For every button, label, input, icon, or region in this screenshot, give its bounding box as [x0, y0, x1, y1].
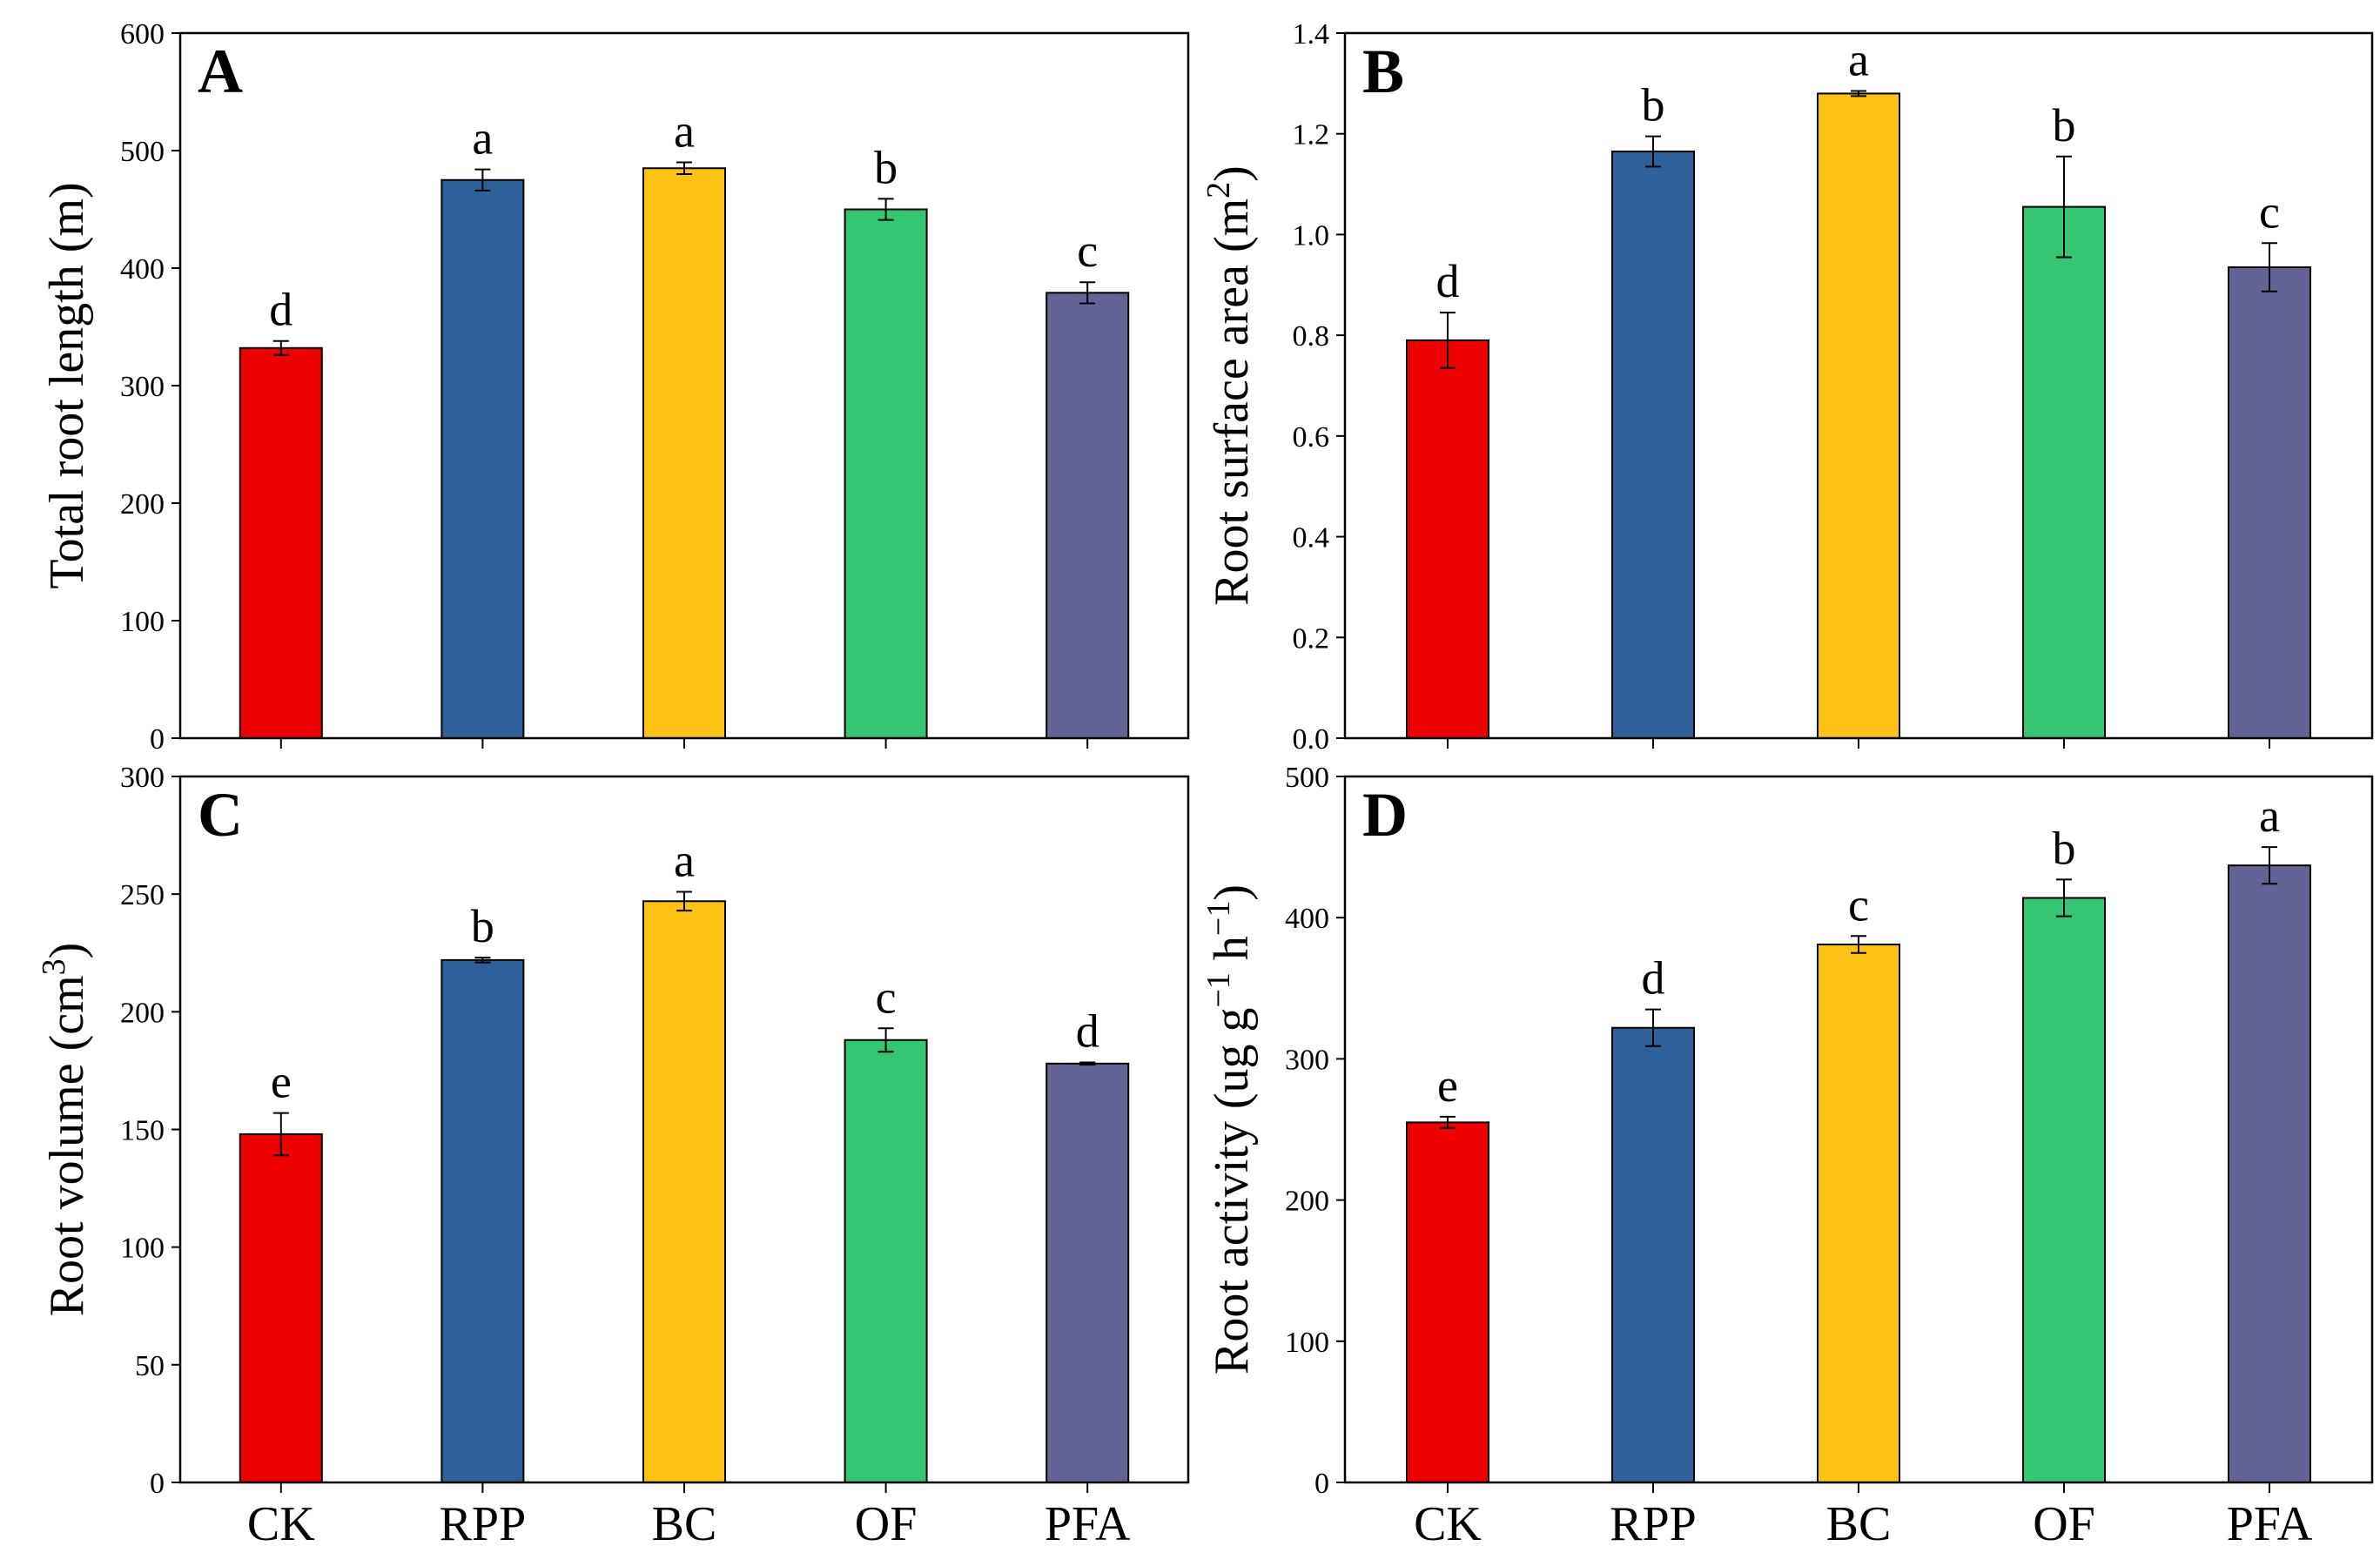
- x-tick-label: RPP: [1610, 1497, 1697, 1551]
- y-tick-label: 100: [120, 1233, 165, 1265]
- plot-frame: [178, 31, 1190, 740]
- panel-letter: B: [1362, 37, 1404, 106]
- significance-letter: b: [1642, 79, 1665, 131]
- bar-pfa: [1045, 292, 1130, 739]
- bar-ck: [239, 1132, 323, 1483]
- y-tick-label: 0.6: [1293, 421, 1330, 454]
- x-tick-label: CK: [1414, 1497, 1482, 1551]
- y-tick-label: 300: [120, 762, 165, 794]
- y-tick-label: 0: [1314, 1468, 1329, 1500]
- panel-letter: D: [1362, 780, 1408, 850]
- plot-frame: [178, 775, 1190, 1484]
- bar-bc: [1817, 92, 1900, 739]
- significance-letter: a: [1848, 34, 1869, 86]
- plot-frame: [1343, 775, 2374, 1484]
- x-tick-label: PFA: [1045, 1497, 1131, 1551]
- bar-of: [2022, 897, 2106, 1483]
- y-tick-label: 0: [150, 1468, 165, 1500]
- bar-pfa: [1045, 1062, 1130, 1483]
- panel-letter: C: [198, 780, 243, 850]
- y-tick-label: 100: [120, 606, 165, 638]
- significance-letter: b: [471, 900, 494, 952]
- y-tick-label: 200: [120, 488, 165, 521]
- y-tick-label: 300: [120, 371, 165, 403]
- y-tick-label: 200: [1285, 1186, 1329, 1218]
- y-tick-label: 0.8: [1293, 320, 1330, 353]
- y-tick-label: 300: [1285, 1044, 1329, 1076]
- bar-pfa: [2228, 266, 2311, 739]
- x-tick-label: BC: [652, 1497, 717, 1551]
- significance-letter: a: [2259, 790, 2280, 842]
- y-tick-label: 150: [120, 1115, 165, 1147]
- x-tick-label: OF: [2033, 1497, 2095, 1551]
- significance-letter: a: [472, 112, 493, 165]
- y-tick-label: 250: [120, 879, 165, 911]
- bar-rpp: [1611, 150, 1695, 739]
- y-tick-label: 500: [120, 136, 165, 168]
- significance-letter: c: [1848, 878, 1869, 931]
- significance-letter: b: [874, 141, 898, 193]
- panel-b: 0.0 0.2 0.4 0.6 0.8 1.0 1.2 1.4 d b a b c B Root surfa…: [1200, 18, 2374, 756]
- significance-letter: b: [2053, 822, 2076, 874]
- y-tick-label: 400: [120, 253, 165, 286]
- y-tick-label: 100: [1285, 1327, 1329, 1359]
- y-tick-label: 400: [1285, 903, 1329, 935]
- y-tick-label: 1.0: [1293, 219, 1330, 252]
- significance-letter: a: [674, 834, 695, 886]
- y-axis-title: Root volume (cm3): [36, 943, 94, 1317]
- significance-letter: d: [269, 284, 292, 336]
- significance-letter: d: [1436, 255, 1460, 307]
- y-tick-label: 500: [1285, 762, 1329, 794]
- y-axis-title: Total root length (m): [40, 182, 94, 588]
- plot-frame: [1343, 31, 2374, 740]
- panel-letter: A: [198, 37, 243, 106]
- panel-c: 0 50 100 150 200 250 300 e CK b RPP a BC c OF d PFA C Root…: [36, 762, 1190, 1551]
- x-tick-label: CK: [247, 1497, 315, 1551]
- y-tick-label: 0.2: [1293, 622, 1330, 655]
- x-tick-label: RPP: [440, 1497, 527, 1551]
- x-tick-label: BC: [1826, 1497, 1892, 1551]
- bar-rpp: [440, 958, 525, 1483]
- y-axis-title: Root activity (ug g−1 h−1): [1200, 884, 1259, 1374]
- y-tick-label: 1.4: [1293, 18, 1330, 50]
- panel-d: 0 100 200 300 400 500 e CK d RPP c BC b OF a PFA D Root a…: [1200, 762, 2374, 1551]
- y-tick-label: 0.4: [1293, 522, 1330, 554]
- significance-letter: e: [1437, 1059, 1458, 1112]
- bar-pfa: [2228, 864, 2311, 1483]
- significance-letter: d: [1076, 1005, 1099, 1057]
- y-axis-title: Root surface area (m2): [1200, 165, 1259, 606]
- significance-letter: c: [2259, 185, 2280, 238]
- bar-ck: [1406, 339, 1489, 739]
- y-tick-label: 600: [120, 18, 165, 50]
- y-tick-label: 0: [150, 723, 165, 756]
- bar-bc: [1817, 944, 1900, 1483]
- bar-rpp: [1611, 1026, 1695, 1483]
- bar-ck: [1406, 1121, 1489, 1483]
- y-tick-label: 0.0: [1293, 723, 1330, 756]
- y-tick-label: 1.2: [1293, 119, 1330, 151]
- significance-letter: b: [2053, 99, 2076, 151]
- y-tick-label: 50: [135, 1350, 165, 1382]
- significance-letter: e: [271, 1056, 292, 1108]
- bar-ck: [239, 346, 323, 739]
- bar-of: [2022, 205, 2106, 740]
- panel-a: 0 100 200 300 400 500 600 d a a b c A Total root leng…: [40, 18, 1190, 756]
- x-tick-label: PFA: [2227, 1497, 2313, 1551]
- significance-letter: c: [1077, 225, 1098, 277]
- significance-letter: a: [674, 105, 695, 158]
- bar-of: [844, 1038, 928, 1483]
- significance-letter: c: [876, 971, 897, 1023]
- y-tick-label: 200: [120, 997, 165, 1029]
- x-tick-label: OF: [855, 1497, 918, 1551]
- bar-bc: [642, 900, 726, 1483]
- significance-letter: d: [1642, 952, 1665, 1005]
- bar-bc: [642, 167, 726, 739]
- bar-of: [844, 208, 928, 739]
- bar-rpp: [440, 178, 525, 739]
